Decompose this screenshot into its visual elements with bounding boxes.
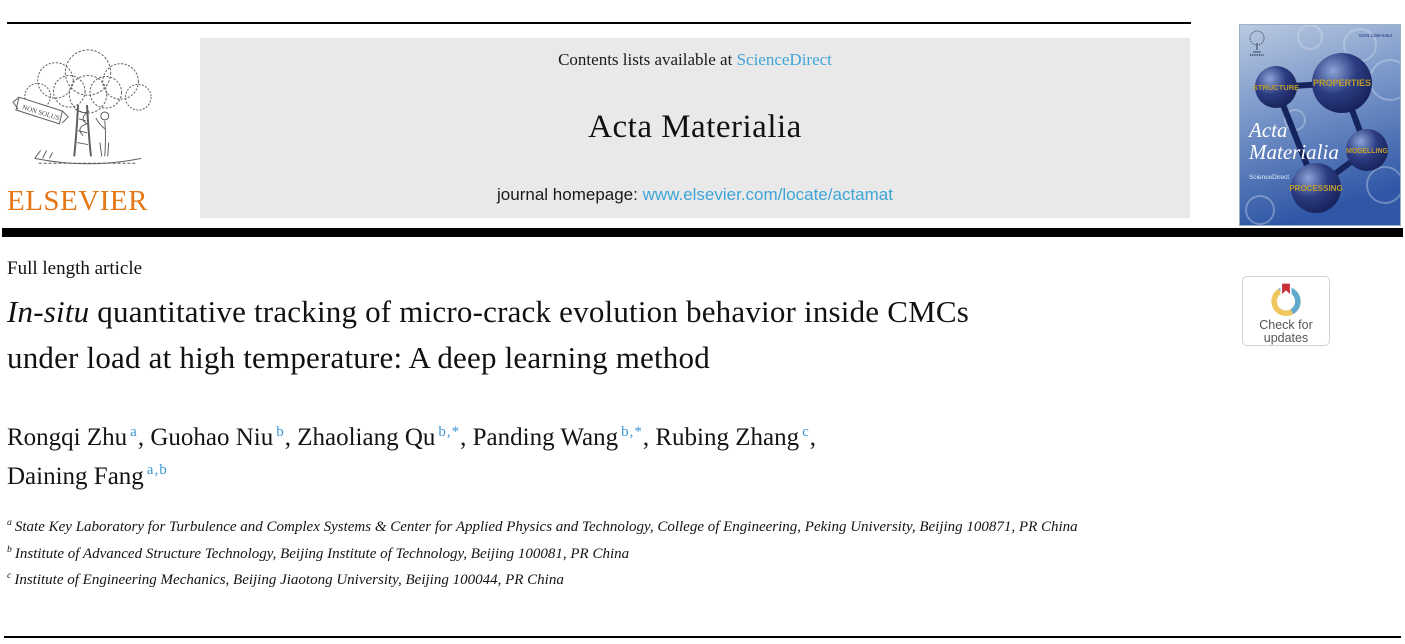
elsevier-logo-block: NON SOLUS ELSEVIER: [7, 40, 173, 218]
cover-network-nodes: STRUCTURE PROPERTIES MODELLING PROCESSIN…: [1253, 53, 1389, 213]
author: Panding Wang b,*,: [473, 424, 656, 451]
elsevier-tree-logo-icon: NON SOLUS: [12, 49, 152, 165]
title-line1-rest: quantitative tracking of micro-crack evo…: [89, 294, 969, 329]
author-name: Rongqi Zhu: [7, 424, 128, 452]
author: Zhaoliang Qu b,*,: [297, 424, 472, 451]
cover-node-processing: PROCESSING: [1289, 184, 1342, 193]
journal-homepage-link[interactable]: www.elsevier.com/locate/actamat: [642, 185, 893, 204]
affiliation-text: State Key Laboratory for Turbulence and …: [14, 519, 1078, 535]
cover-title-line2: Materialia: [1248, 140, 1339, 164]
author-sep: ,: [809, 424, 817, 452]
author-sup: b,*: [438, 424, 461, 440]
affiliation-text: Institute of Engineering Mechanics, Beij…: [14, 572, 564, 588]
check-for-updates-badge[interactable]: Check for updates: [1242, 276, 1330, 346]
crossmark-icon: [1271, 281, 1301, 317]
author-name: Guohao Niu: [150, 424, 274, 452]
title-line1: In-situ quantitative tracking of micro-c…: [7, 289, 1222, 335]
journal-masthead-banner: Contents lists available at ScienceDirec…: [200, 38, 1190, 218]
affiliation-sup: c: [7, 570, 12, 581]
contents-line: Contents lists available at ScienceDirec…: [558, 50, 832, 70]
affiliation-sup: b: [7, 543, 12, 555]
author-sep: ,: [137, 424, 151, 452]
author-name: Zhaoliang Qu: [297, 424, 436, 452]
crossmark-label-line1: Check for: [1259, 318, 1313, 332]
cover-title: Acta Materialia: [1247, 118, 1339, 164]
author-sep: ,: [460, 424, 473, 452]
author: Rubing Zhang c,: [655, 424, 816, 451]
bottom-divider: [4, 636, 1401, 638]
affiliation-list: a State Key Laboratory for Turbulence and…: [7, 512, 1172, 592]
journal-cover-thumbnail: Acta Materialia STRUCTURE PROPERTIES MOD…: [1240, 25, 1400, 225]
author-sup: c: [802, 424, 810, 440]
author-sup: b,*: [621, 424, 643, 440]
elsevier-mini-logo-icon: [1249, 30, 1265, 56]
cover-sciencedirect-label: ScienceDirect: [1249, 174, 1289, 181]
title-line2: under load at high temperature: A deep l…: [7, 340, 710, 375]
affiliation-b: b Institute of Advanced Structure Technol…: [7, 539, 1172, 566]
non-solus-ribbon: NON SOLUS: [12, 96, 69, 125]
section-divider-bar: [2, 228, 1403, 237]
author-name: Daining Fang: [7, 462, 144, 490]
contents-prefix: Contents lists available at: [558, 50, 737, 69]
homepage-line: journal homepage: www.elsevier.com/locat…: [497, 185, 893, 205]
cover-node-structure: STRUCTURE: [1253, 83, 1299, 92]
cover-node-properties: PROPERTIES: [1313, 78, 1371, 88]
crossmark-bookmark: [1280, 281, 1292, 299]
cover-node-modelling: MODELLING: [1346, 148, 1389, 155]
author-sup: b: [276, 424, 285, 440]
homepage-prefix: journal homepage:: [497, 185, 643, 204]
affiliation-text: Institute of Advanced Structure Technolo…: [14, 545, 630, 562]
sciencedirect-link[interactable]: ScienceDirect: [736, 50, 832, 69]
elsevier-wordmark: ELSEVIER: [7, 185, 148, 217]
cover-issn-label: ISSN 1359-6454: [1359, 33, 1393, 38]
top-divider: [7, 22, 1191, 24]
affiliation-sup: a: [7, 517, 12, 528]
journal-title: Acta Materialia: [588, 109, 802, 145]
author-name: Rubing Zhang: [655, 424, 800, 452]
title-italic-lead: In-situ: [7, 294, 90, 329]
author: Daining Fang a,b: [7, 462, 168, 490]
affiliation-c: c Institute of Engineering Mechanics, Bei…: [7, 565, 1172, 592]
author-sup: a,b: [146, 462, 168, 479]
article-title: In-situ quantitative tracking of micro-c…: [7, 289, 1222, 381]
author: Rongqi Zhu a,: [7, 424, 150, 451]
author: Guohao Niu b,: [150, 424, 297, 451]
author-name: Panding Wang: [472, 424, 619, 452]
author-list: Rongqi Zhu a, Guohao Niu b, Zhaoliang Qu b,…: [7, 416, 816, 493]
affiliation-a: a State Key Laboratory for Turbulence and…: [7, 512, 1172, 539]
crossmark-label: Check for updates: [1259, 319, 1313, 345]
author-sep: ,: [642, 424, 656, 452]
author-sep: ,: [284, 424, 298, 452]
article-type-label: Full length article: [7, 258, 143, 279]
author-sup: a: [130, 424, 138, 440]
crossmark-label-line2: updates: [1263, 331, 1309, 345]
cover-title-line1: Acta: [1247, 118, 1287, 142]
